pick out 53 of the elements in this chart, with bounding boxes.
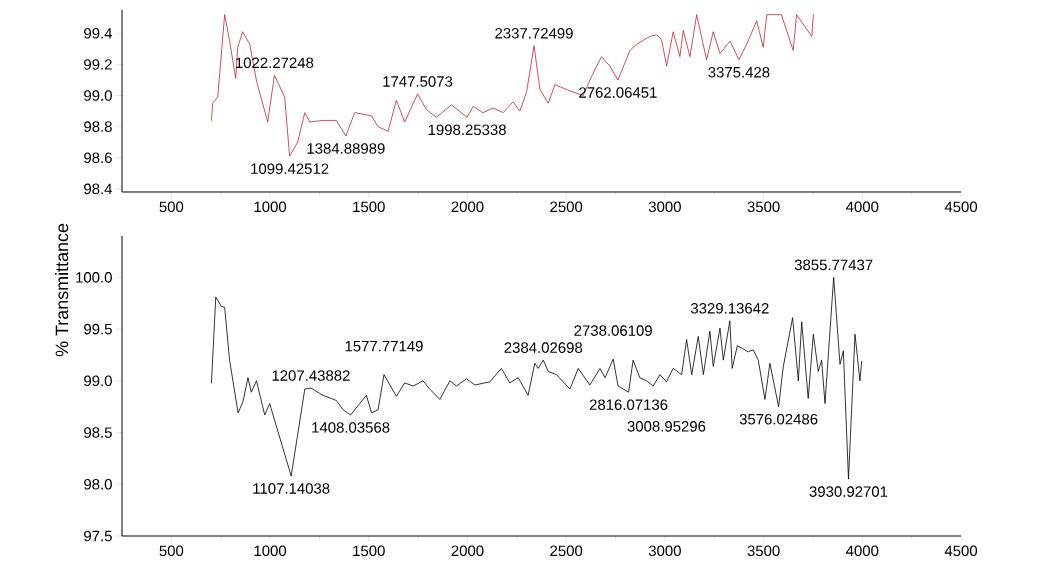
x-tick-label: 1500 bbox=[353, 545, 385, 557]
line-series bbox=[211, 276, 863, 480]
annotation: 3930.92701 bbox=[809, 486, 888, 497]
x-tick-label: 4500 bbox=[944, 201, 978, 213]
y-tick-label: 98.0 bbox=[84, 478, 112, 490]
annotation: 1207.43882 bbox=[272, 370, 350, 381]
annotation: 1099.42512 bbox=[251, 163, 329, 174]
annotation: 3329.13642 bbox=[690, 303, 769, 314]
annotation: 1747.5073 bbox=[383, 76, 453, 87]
annotation: 2762.06451 bbox=[579, 87, 657, 98]
x-tick-label: 2000 bbox=[451, 201, 484, 213]
annotation: 2738.06109 bbox=[574, 325, 652, 336]
line-series bbox=[211, 14, 814, 157]
y-tick-label: 99.5 bbox=[84, 323, 112, 335]
x-tick-label: 3000 bbox=[648, 545, 681, 557]
x-tick-label: 500 bbox=[159, 201, 184, 213]
y-tick-label: 97.5 bbox=[84, 530, 112, 542]
annotation: 2384.02698 bbox=[504, 342, 583, 353]
x-tick-label: 2000 bbox=[451, 545, 484, 557]
x-tick-label: 2500 bbox=[550, 201, 583, 213]
annotation: 2816.07136 bbox=[589, 399, 668, 410]
annotation: 1022.27248 bbox=[236, 57, 314, 69]
annotation: 3576.02486 bbox=[739, 413, 818, 425]
x-tick-label: 2500 bbox=[550, 545, 583, 557]
y-tick-label: 98.5 bbox=[84, 427, 112, 438]
y-tick-label: 99.4 bbox=[84, 28, 113, 39]
annotation: 3375.428 bbox=[708, 66, 770, 78]
y-tick-label: 98.6 bbox=[84, 152, 112, 164]
annotation: 1577.77149 bbox=[345, 340, 423, 352]
y-axis-title: % Transmittance bbox=[55, 223, 69, 357]
x-tick-label: 1000 bbox=[254, 545, 287, 557]
x-tick-label: 4500 bbox=[944, 545, 978, 557]
x-tick-label: 3500 bbox=[747, 201, 780, 213]
y-tick-label: 99.0 bbox=[84, 90, 112, 101]
annotation: 1998.25338 bbox=[428, 124, 506, 136]
annotation: 2337.72499 bbox=[495, 27, 573, 39]
y-tick-label: 99.2 bbox=[84, 59, 112, 70]
x-tick-label: 3500 bbox=[747, 545, 780, 557]
y-tick-label: 98.4 bbox=[84, 183, 113, 195]
y-tick-label: 99.0 bbox=[84, 375, 112, 387]
x-tick-label: 4000 bbox=[846, 201, 879, 213]
x-tick-label: 4000 bbox=[846, 545, 879, 557]
x-tick-label: 1500 bbox=[353, 201, 385, 213]
y-tick-label: 100.0 bbox=[76, 272, 112, 283]
annotation: 1384.88989 bbox=[307, 143, 385, 154]
y-tick-label: 98.8 bbox=[84, 121, 112, 132]
annotation: 3008.95296 bbox=[627, 421, 706, 432]
annotation: 1107.14038 bbox=[253, 483, 330, 494]
x-tick-label: 500 bbox=[159, 545, 184, 557]
x-tick-label: 3000 bbox=[648, 201, 681, 213]
annotation: 1408.03568 bbox=[312, 422, 390, 433]
annotation: 3855.77437 bbox=[794, 259, 873, 271]
x-tick-label: 1000 bbox=[254, 201, 287, 213]
